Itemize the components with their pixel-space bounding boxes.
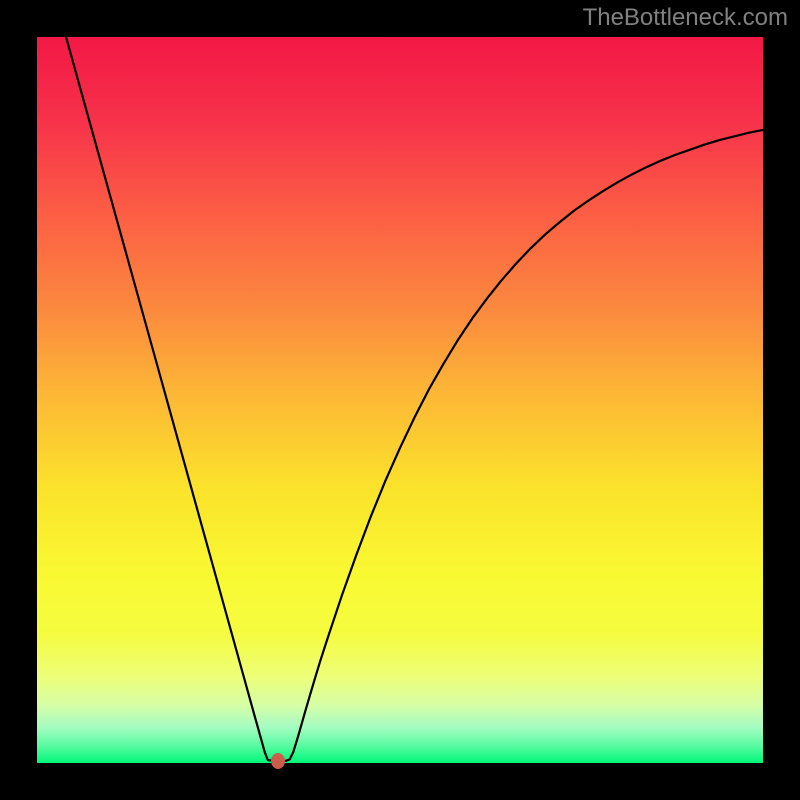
plot-area bbox=[37, 37, 763, 763]
curve-line bbox=[37, 37, 763, 763]
minimum-marker bbox=[271, 753, 285, 769]
watermark-text: TheBottleneck.com bbox=[583, 4, 788, 32]
